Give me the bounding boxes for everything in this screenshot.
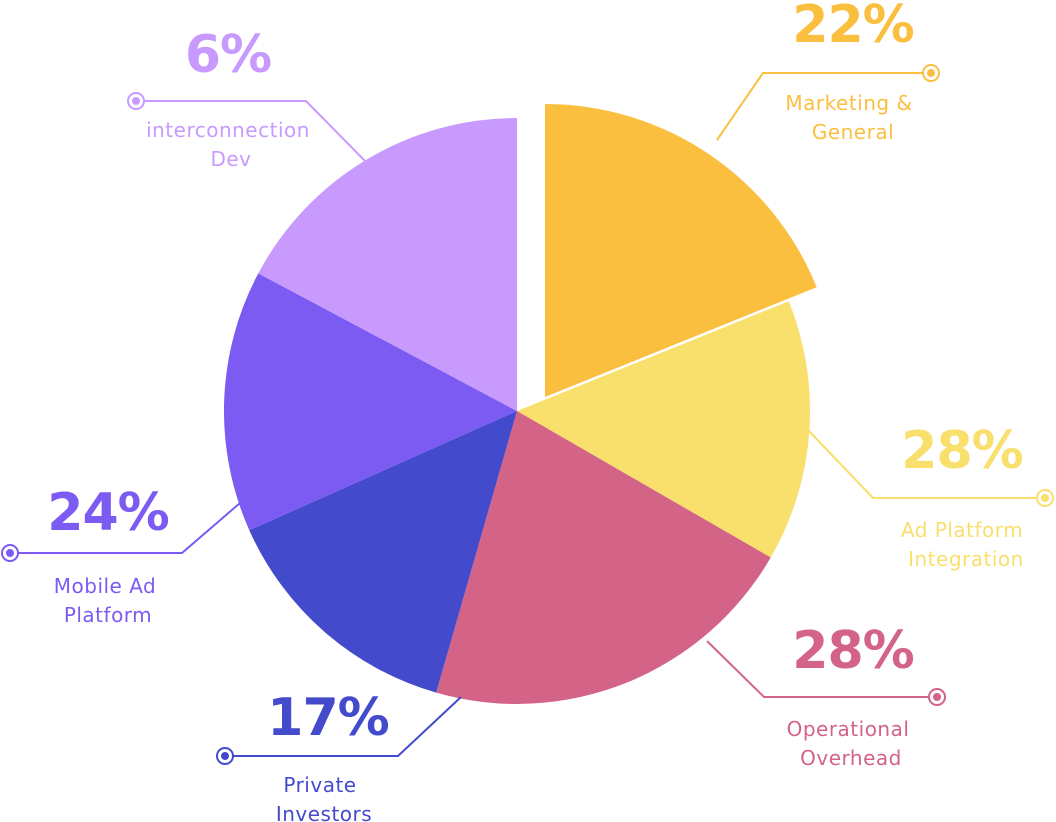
slice-label-line2: Integration <box>908 547 1024 571</box>
callout-0: 22% Marketing & General <box>716 0 940 144</box>
pie-slice-1 <box>517 301 811 558</box>
leader-line <box>225 696 462 757</box>
leader-line <box>716 72 931 141</box>
slice-label-line1: Ad Platform <box>901 518 1023 542</box>
slice-label-line1: Operational <box>787 717 910 741</box>
leader-dot-center <box>221 752 229 760</box>
leader-line <box>706 640 937 698</box>
slice-label-line2: Dev <box>210 147 251 171</box>
pie-slices <box>223 103 817 704</box>
slice-label-line2: General <box>812 120 894 144</box>
slice-label-line1: Private <box>283 773 356 797</box>
slice-label-line2: Investors <box>276 802 372 822</box>
leader-dot-center <box>927 69 935 77</box>
pie-slice-2 <box>436 411 771 704</box>
slice-percent: 28% <box>901 421 1022 481</box>
leader-line <box>136 100 367 163</box>
slice-percent: 24% <box>47 483 168 543</box>
leader-dot-center <box>1041 494 1049 502</box>
leader-dot-center <box>132 97 140 105</box>
slice-label-line1: Marketing & <box>785 91 912 115</box>
leader-line <box>807 429 1045 499</box>
pie-slice-0 <box>545 103 817 397</box>
callout-5: 6% interconnection Dev <box>127 25 367 171</box>
pie-slice-3 <box>249 411 518 693</box>
callout-3: 17% Private Investors <box>216 688 462 822</box>
leader-dot-center <box>933 693 941 701</box>
slice-label-line1: interconnection <box>146 118 310 142</box>
callout-4: 24% Mobile Ad Platform <box>1 483 241 627</box>
slice-percent: 17% <box>267 688 388 748</box>
callout-1: 28% Ad Platform Integration <box>807 421 1054 571</box>
leader-line <box>10 502 241 554</box>
slice-label-line2: Overhead <box>800 746 902 770</box>
pie-slice-5 <box>258 118 517 411</box>
slice-percent: 6% <box>185 25 271 85</box>
pie-slice-4 <box>223 273 517 531</box>
callout-2: 28% Operational Overhead <box>706 621 946 770</box>
slice-label-line1: Mobile Ad <box>54 574 157 598</box>
leader-dot-center <box>6 549 14 557</box>
slice-label-line2: Platform <box>64 603 152 627</box>
slice-percent: 28% <box>792 621 913 681</box>
slice-percent: 22% <box>792 0 913 55</box>
